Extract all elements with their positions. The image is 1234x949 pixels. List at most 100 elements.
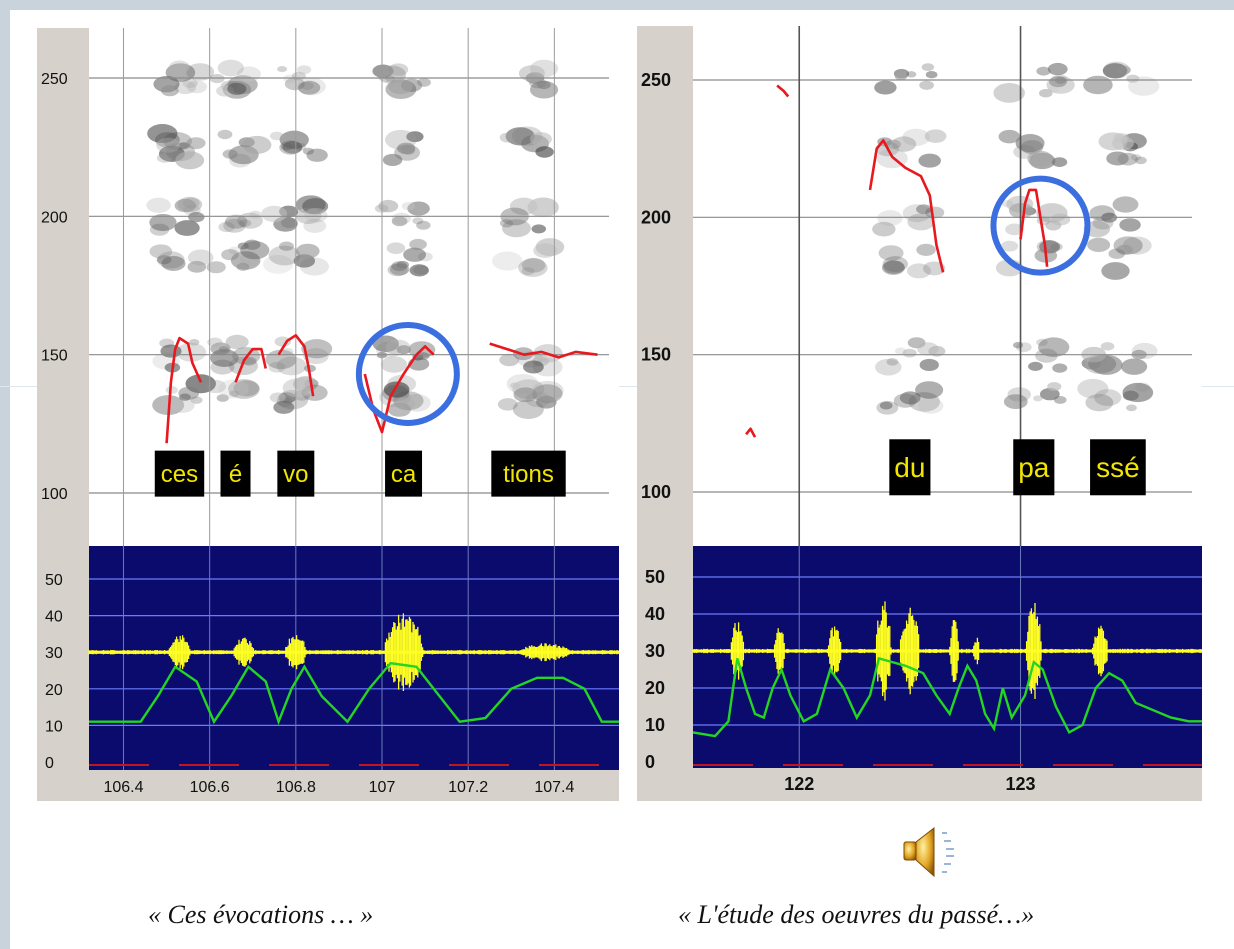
formant-blob (1050, 213, 1071, 226)
formant-blob (529, 80, 559, 99)
formant-blob (1126, 404, 1137, 412)
formant-blob (216, 394, 229, 402)
time-tick-label: 106.8 (276, 779, 316, 796)
formant-blob (506, 374, 539, 394)
intensity-curve (692, 656, 1202, 738)
formant-blob (274, 336, 291, 347)
formant-blob (156, 255, 172, 265)
formant-blob (283, 74, 297, 83)
syllable-text: ssé (1096, 452, 1140, 483)
pitch-curve-segment (165, 336, 203, 444)
formant-blob (242, 135, 272, 154)
energy-tick-label: 40 (645, 604, 665, 624)
pitch-curve-segment (277, 334, 315, 397)
formant-blob (276, 356, 307, 376)
formant-blob (407, 201, 430, 216)
formant-blob (178, 386, 200, 400)
formant-blob (222, 80, 252, 99)
formant-blob (225, 334, 249, 350)
formant-blob (243, 239, 261, 250)
formant-blob (923, 261, 946, 276)
syllable-text: ca (391, 461, 417, 488)
pitch-curve-segment (776, 84, 790, 98)
right-prosody-chart: 100 150 200 250 du pa ssé 0 10 20 30 40 50 122 123 (641, 26, 1202, 794)
formant-blob (224, 214, 248, 229)
formant-blob (218, 221, 235, 233)
formant-blob (165, 386, 179, 394)
formant-blob (293, 390, 311, 401)
formant-blob (906, 263, 931, 279)
formant-blob (885, 139, 901, 150)
formant-blob (380, 356, 408, 373)
formant-blob (1112, 196, 1139, 213)
formant-blob (228, 246, 242, 255)
formant-blob (902, 128, 930, 147)
energy-tick-label: 20 (645, 678, 665, 698)
formant-blob (1047, 62, 1068, 76)
formant-blob (875, 358, 902, 376)
formant-blob (1039, 387, 1060, 401)
formant-blob (521, 267, 535, 276)
formant-blob (523, 360, 544, 374)
formant-blob (401, 201, 416, 211)
formant-blob (282, 378, 313, 398)
formant-blob (513, 387, 538, 403)
formant-blob (924, 129, 947, 143)
formant-blob (409, 238, 427, 250)
formant-blob (1077, 378, 1109, 399)
energy-tick-label: 10 (45, 718, 63, 735)
pitch-curve-segment (234, 347, 267, 383)
formant-blob (223, 218, 246, 233)
energy-tick-label: 20 (45, 682, 63, 699)
formant-blob (403, 247, 426, 262)
formant-blob (218, 379, 249, 399)
formant-blob (499, 219, 514, 228)
formant-blob (165, 63, 196, 82)
formant-blob (1001, 200, 1014, 208)
energy-tick-label: 50 (645, 567, 665, 587)
formant-blob (293, 142, 307, 151)
formant-blob (210, 359, 235, 375)
formant-blob (881, 260, 905, 275)
formant-blob (531, 224, 547, 234)
left-prosody-chart: 100 150 200 250 ces é vo ca tions 0 10 20 30 40 50 106.… (41, 28, 619, 796)
formant-blob (273, 216, 298, 232)
formant-blob (174, 198, 196, 213)
energy-tick-label: 10 (645, 715, 665, 735)
formant-blob (157, 251, 185, 269)
highlight-circle (990, 175, 1091, 276)
formant-blob (1027, 150, 1054, 167)
formant-blob (417, 78, 431, 87)
formant-blob (388, 78, 413, 95)
energy-tick-label: 30 (645, 641, 665, 661)
formant-blob (917, 342, 939, 356)
waveform (692, 601, 1202, 701)
formant-blob (916, 243, 936, 256)
formant-blob (1083, 75, 1113, 95)
formant-blob (1100, 342, 1115, 351)
formant-blob (296, 65, 312, 75)
syllable-text: du (894, 452, 925, 483)
formant-blob (872, 221, 896, 237)
formant-blob (302, 147, 315, 155)
formant-blob (915, 381, 944, 399)
formant-blob (921, 63, 935, 72)
formant-blob (509, 197, 538, 216)
speaker-icon[interactable] (900, 822, 964, 882)
formant-blob (385, 339, 411, 356)
formant-blob (187, 260, 207, 273)
formant-blob (278, 392, 297, 404)
formant-blob (303, 348, 329, 364)
syllable-label-vo: vo (277, 450, 315, 497)
formant-blob (1113, 236, 1143, 255)
formant-blob (174, 80, 197, 95)
formant-blob (185, 374, 216, 394)
formant-blob (993, 83, 1025, 103)
formant-blob (228, 379, 260, 399)
formant-blob (394, 397, 416, 411)
formant-blob (301, 339, 333, 359)
formant-blob (894, 347, 907, 355)
pitch-tick-label: 200 (41, 209, 68, 226)
formant-blob (416, 220, 431, 230)
formant-blob (916, 204, 932, 215)
